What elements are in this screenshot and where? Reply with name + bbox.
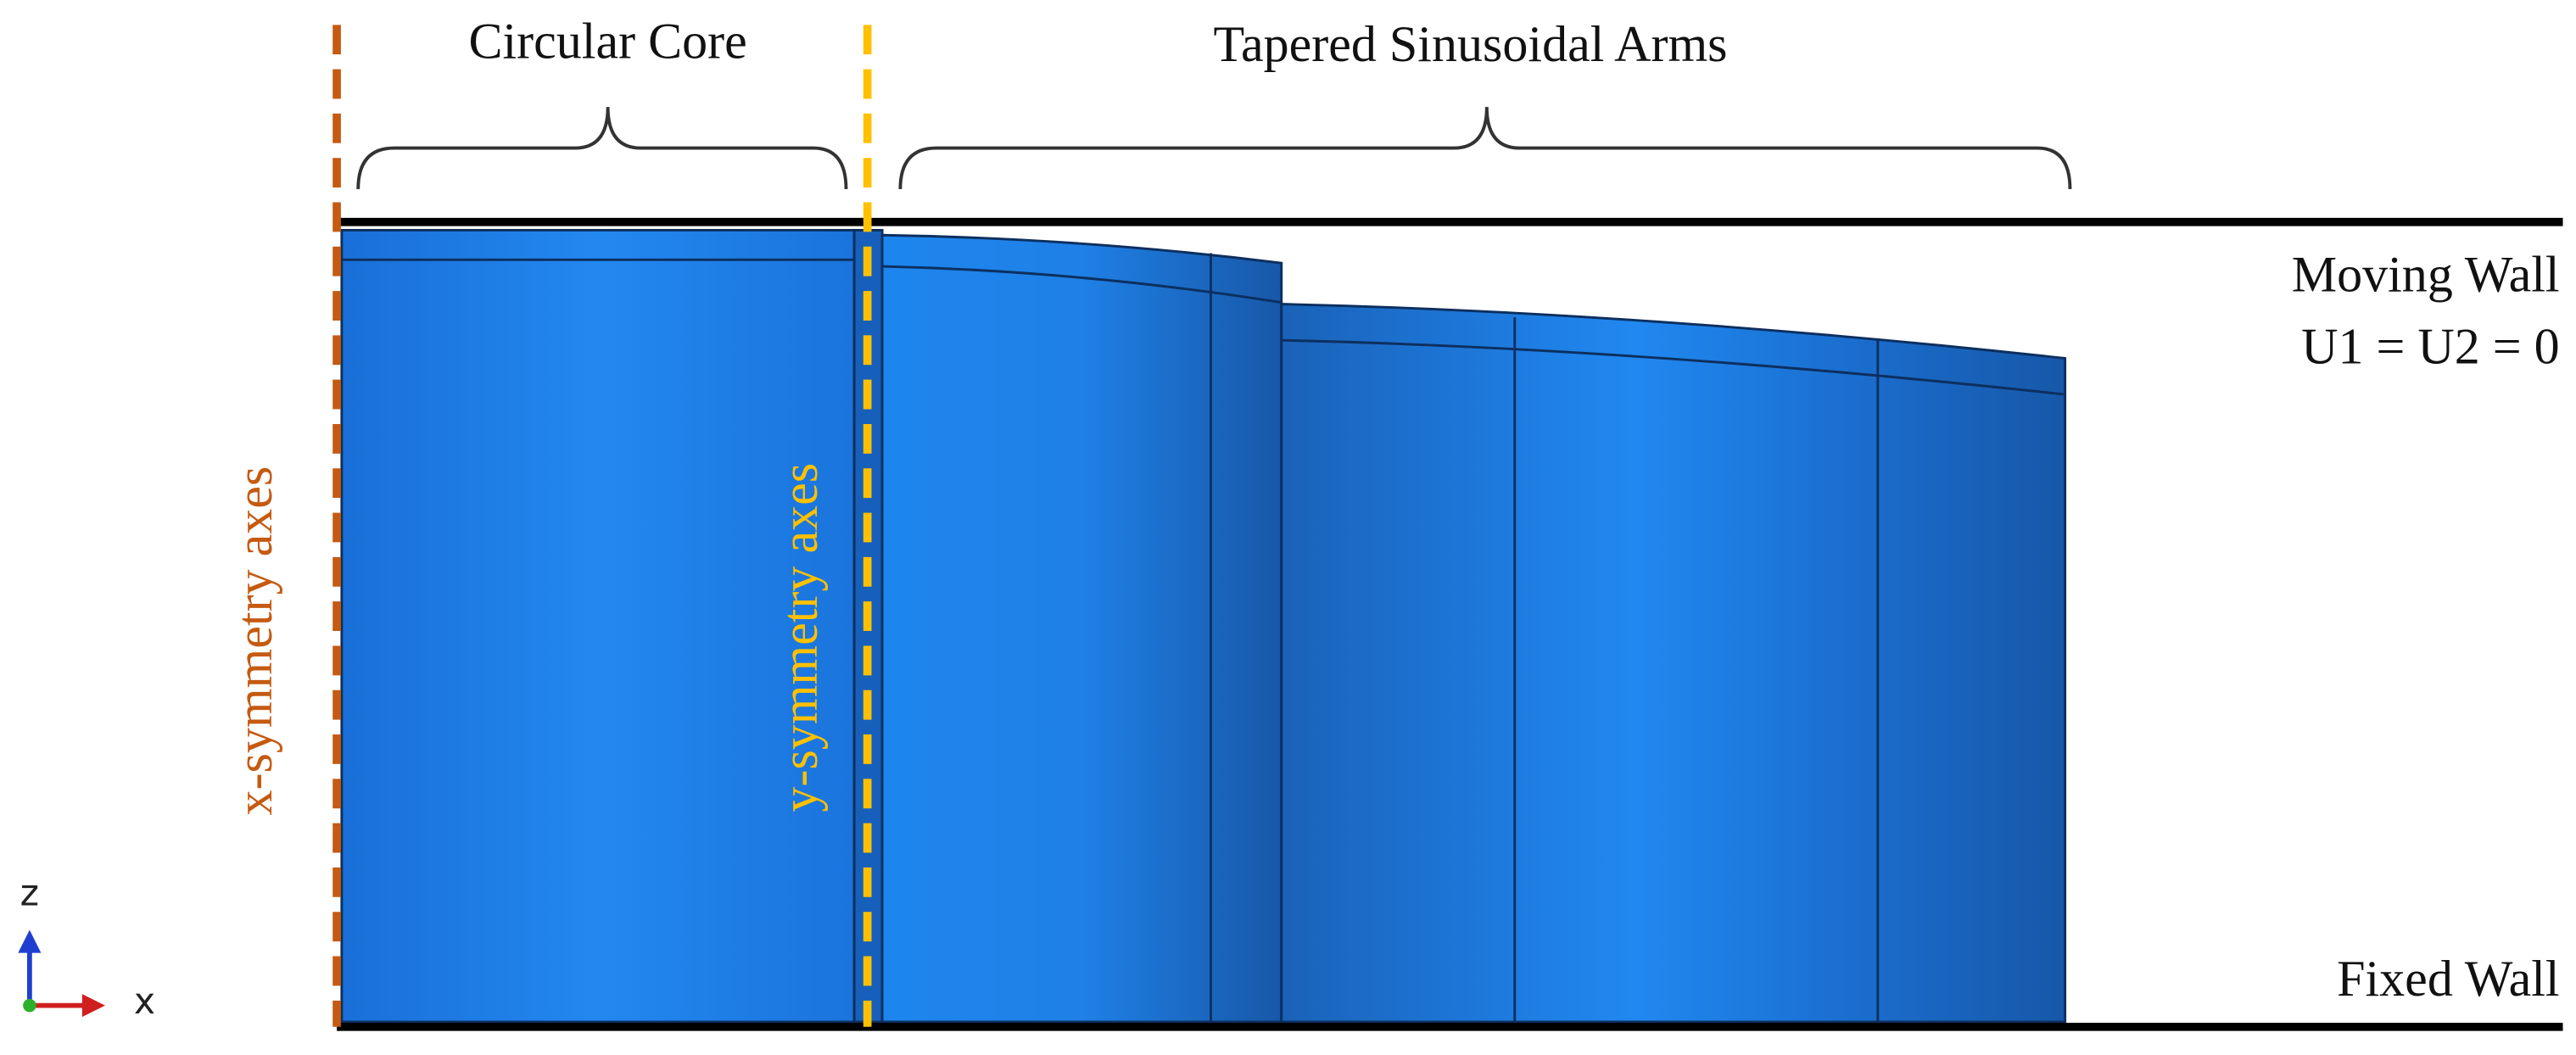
arm-segment: [880, 233, 1283, 1024]
arms-label: Tapered Sinusoidal Arms: [1213, 15, 1727, 72]
arm-segment: [1280, 303, 2067, 1024]
boundary-condition-label: U1 = U2 = 0: [2301, 318, 2560, 375]
axis-triad: z x: [18, 872, 155, 1023]
fixed-wall-label: Fixed Wall: [2337, 950, 2560, 1007]
core-label: Circular Core: [468, 12, 746, 69]
x-symmetry-label: x-symmetry axes: [226, 466, 282, 816]
circular-core-body: [340, 228, 884, 1024]
x-axis-label: x: [134, 980, 155, 1023]
brace: [898, 107, 2072, 190]
moving-wall-label: Moving Wall: [2292, 245, 2560, 302]
z-axis-label: z: [20, 872, 39, 914]
y-symmetry-label: y-symmetry axes: [771, 463, 828, 812]
brace: [356, 107, 848, 190]
